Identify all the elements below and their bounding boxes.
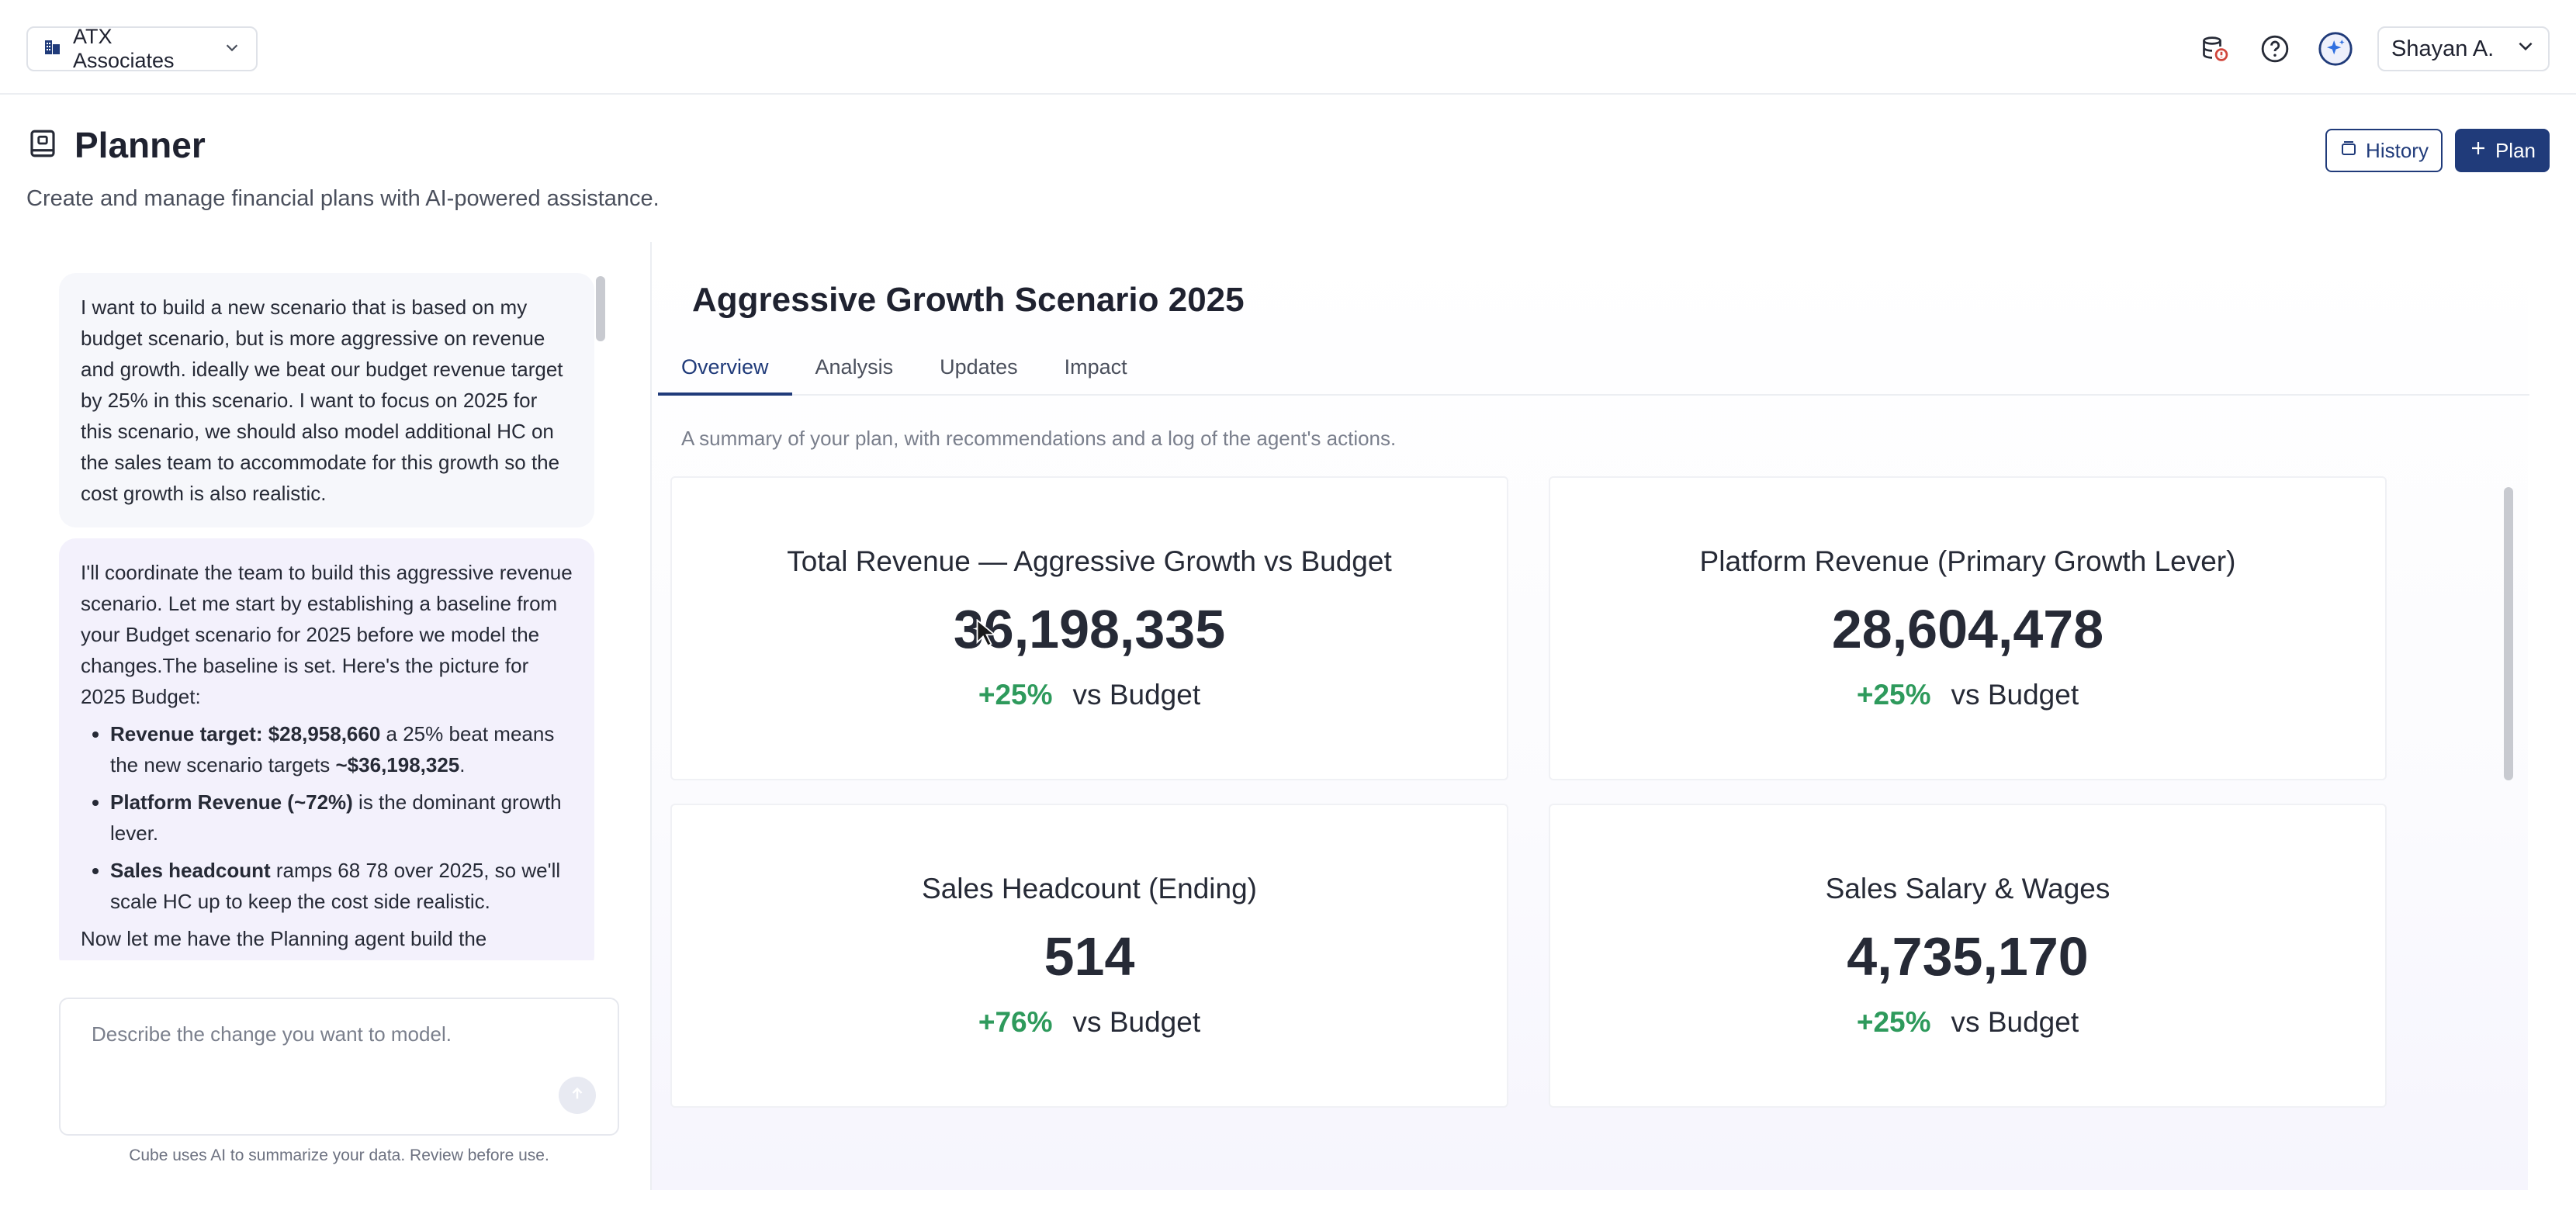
mouse-cursor-icon [976,618,997,651]
agent-bullet-list: Revenue target: $28,958,660 a 25% beat m… [81,718,573,917]
chat-panel: I want to build a new scenario that is b… [26,242,621,1207]
plan-description: A summary of your plan, with recommendat… [681,427,1397,450]
message-input[interactable] [92,1022,587,1046]
kpi-value: 4,735,170 [1847,926,2089,987]
new-plan-button[interactable]: Plan [2454,129,2550,172]
kpi-compare: vs Budget [1951,679,2079,711]
page-header: Planner Create and manage financial plan… [26,124,660,212]
chat-composer [59,998,619,1136]
page-title: Planner [74,125,206,165]
kpi-title: Total Revenue — Aggressive Growth vs Bud… [787,545,1392,577]
top-bar: ATX Associates Shayan A. [0,0,2576,95]
page-subtitle: Create and manage financial plans with A… [26,186,660,211]
kpi-card: Platform Revenue (Primary Growth Lever) … [1549,476,2387,780]
kpi-compare: vs Budget [1072,1006,1201,1038]
kpi-title: Platform Revenue (Primary Growth Lever) [1699,545,2236,577]
planner-book-icon [26,127,59,164]
kpi-compare: vs Budget [1072,679,1201,711]
chat-scrollbar[interactable] [593,273,608,960]
tab-updates[interactable]: Updates [940,355,1018,379]
header-actions: History Plan [2325,129,2550,172]
kpi-title: Sales Salary & Wages [1825,873,2110,904]
tab-impact[interactable]: Impact [1064,355,1127,379]
database-alert-icon[interactable] [2196,30,2233,67]
plan-scrollbar[interactable] [2498,476,2519,1176]
history-icon [2339,139,2358,163]
kpi-compare: vs Budget [1951,1006,2079,1038]
tab-analysis[interactable]: Analysis [815,355,894,379]
top-right-actions: Shayan A. [2196,26,2550,71]
kpi-card: Sales Salary & Wages 4,735,170 +25% vs B… [1549,804,2387,1108]
user-message: I want to build a new scenario that is b… [59,273,594,527]
tab-overview[interactable]: Overview [658,351,792,396]
chevron-down-icon [2515,36,2536,62]
kpi-delta: +25% [1856,679,1931,711]
chat-thread[interactable]: I want to build a new scenario that is b… [59,273,619,960]
kpi-card: Total Revenue — Aggressive Growth vs Bud… [670,476,1508,780]
agent-intro: I'll coordinate the team to build this a… [81,561,573,708]
ai-disclaimer: Cube uses AI to summarize your data. Rev… [129,1146,549,1164]
plan-panel: Aggressive Growth Scenario 2025 Overview… [650,242,2529,1190]
agent-tail: Now let me have the Planning agent build… [81,927,487,950]
plan-label: Plan [2495,138,2536,162]
arrow-up-icon [569,1085,586,1106]
send-button[interactable] [559,1077,596,1114]
kpi-delta: +25% [1856,1006,1931,1038]
ai-sparkle-icon[interactable] [2317,30,2354,67]
user-name: Shayan A. [2391,36,2495,61]
kpi-delta: +25% [978,679,1053,711]
agent-message: I'll coordinate the team to build this a… [59,538,594,960]
plan-tabs: Overview Analysis Updates Impact [658,351,2529,396]
list-item: Platform Revenue (~72%) is the dominant … [110,787,573,849]
kpi-title: Sales Headcount (Ending) [922,873,1257,904]
kpi-value: 36,198,335 [953,599,1226,659]
kpi-cards[interactable]: Total Revenue — Aggressive Growth vs Bud… [670,476,2522,1176]
list-item: Revenue target: $28,958,660 a 25% beat m… [110,718,573,780]
kpi-card: Sales Headcount (Ending) 514 +76% vs Bud… [670,804,1508,1108]
history-button[interactable]: History [2325,129,2443,172]
user-menu[interactable]: Shayan A. [2377,26,2550,71]
building-icon [43,37,62,61]
chevron-down-icon [223,37,241,61]
plus-icon [2469,139,2488,163]
help-icon[interactable] [2256,30,2294,67]
kpi-value: 28,604,478 [1831,599,2104,659]
kpi-delta: +76% [978,1006,1053,1038]
history-label: History [2366,138,2429,162]
list-item: Sales headcount ramps 68 78 over 2025, s… [110,855,573,917]
org-selector[interactable]: ATX Associates [26,25,258,72]
org-name: ATX Associates [73,25,175,72]
plan-title: Aggressive Growth Scenario 2025 [692,281,1245,319]
kpi-value: 514 [1044,926,1135,987]
